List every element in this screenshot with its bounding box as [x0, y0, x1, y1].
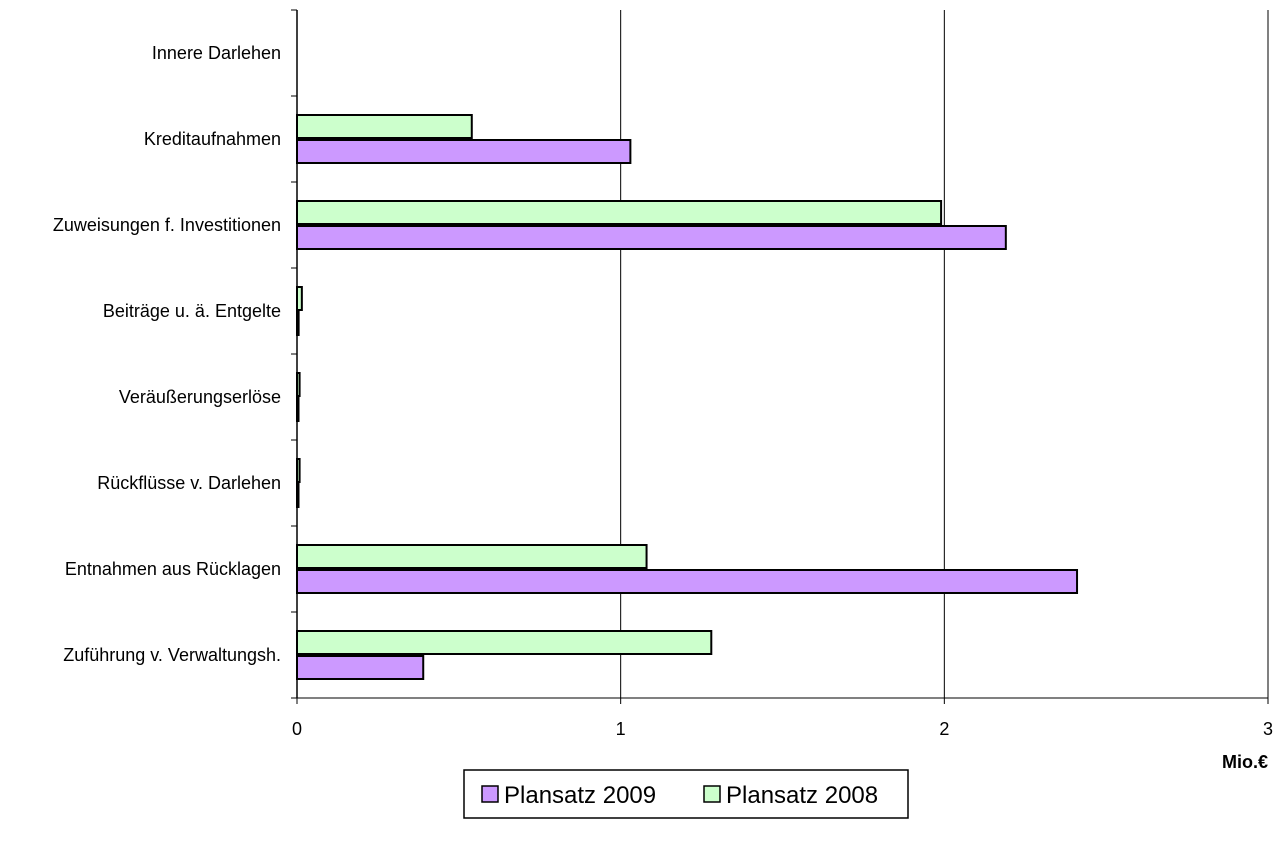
category-label: Entnahmen aus Rücklagen [65, 559, 281, 579]
x-tick-label: 2 [939, 719, 949, 739]
category-label: Veräußerungserlöse [119, 387, 281, 407]
bar-plansatz-2008 [296, 200, 943, 225]
bar-plansatz-2009 [296, 139, 632, 164]
legend-label-plansatz-2008: Plansatz 2008 [726, 782, 878, 809]
category-label: Kreditaufnahmen [144, 129, 281, 149]
legend-box [463, 769, 909, 819]
category-label: Zuweisungen f. Investitionen [53, 215, 281, 235]
bar-plansatz-2008 [296, 114, 473, 139]
legend: Plansatz 2009 Plansatz 2008 [463, 769, 909, 819]
bar-plansatz-2009 [296, 655, 425, 680]
category-label: Rückflüsse v. Darlehen [97, 473, 281, 493]
bar-plansatz-2009 [296, 569, 1079, 594]
category-label: Zuführung v. Verwaltungsh. [63, 645, 281, 665]
category-labels: Innere Darlehen Kreditaufnahmen Zuweisunge… [53, 43, 281, 665]
legend-swatch-plansatz-2008 [703, 785, 721, 803]
x-axis-unit-label: Mio.€ [1222, 752, 1268, 772]
x-tick-labels: 0 1 2 3 [292, 719, 1273, 739]
axes [291, 9, 1269, 704]
category-label: Beiträge u. ä. Entgelte [103, 301, 281, 321]
bar-plansatz-2008 [296, 544, 648, 569]
legend-swatch-plansatz-2009 [481, 785, 499, 803]
x-tick-label: 0 [292, 719, 302, 739]
category-label: Innere Darlehen [152, 43, 281, 63]
bar-plansatz-2008 [296, 630, 713, 655]
gridlines [620, 10, 1269, 698]
x-tick-label: 1 [616, 719, 626, 739]
bars [296, 114, 1079, 680]
x-tick-label: 3 [1263, 719, 1273, 739]
bar-plansatz-2009 [296, 225, 1007, 250]
legend-label-plansatz-2009: Plansatz 2009 [504, 782, 656, 809]
